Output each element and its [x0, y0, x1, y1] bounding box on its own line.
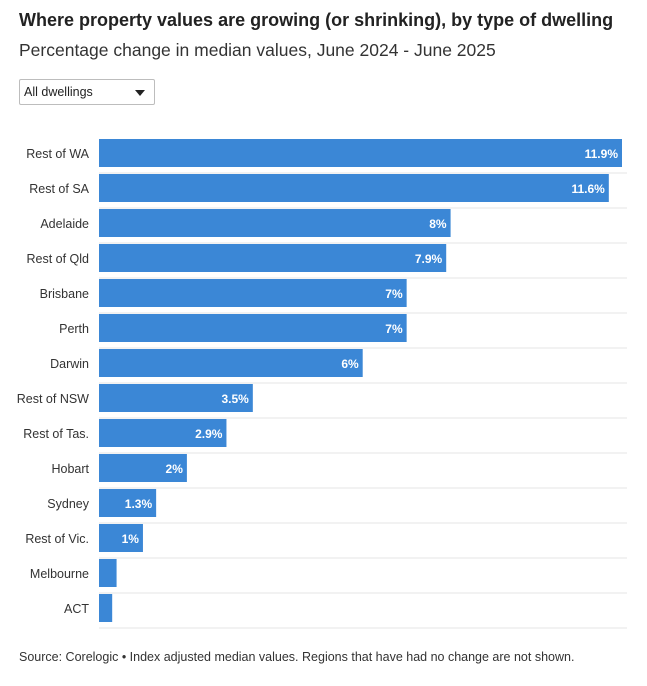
bar-rest-of-qld[interactable]	[99, 244, 447, 272]
data-label: 11.6%	[571, 182, 605, 196]
bar-sydney[interactable]	[99, 489, 157, 517]
bar-rest-of-sa[interactable]	[99, 174, 609, 202]
data-label: 8%	[429, 217, 447, 231]
category-label: Perth	[59, 322, 89, 336]
bar-melbourne[interactable]	[99, 559, 117, 587]
bar-rest-of-nsw[interactable]	[99, 384, 253, 412]
data-label: 6%	[341, 357, 359, 371]
data-label: 1%	[122, 532, 140, 546]
category-label: Hobart	[51, 462, 89, 476]
data-label: 7.9%	[415, 252, 443, 266]
category-label: ACT	[64, 602, 89, 616]
data-label: 7%	[385, 322, 403, 336]
bar-perth[interactable]	[99, 314, 407, 342]
category-label: Sydney	[47, 497, 89, 511]
bar-rest-of-wa[interactable]	[99, 139, 622, 167]
data-label: 11.9%	[585, 147, 619, 161]
bar-adelaide[interactable]	[99, 209, 451, 237]
chart-subtitle: Percentage change in median values, June…	[19, 40, 496, 60]
chevron-down-icon	[135, 90, 145, 96]
data-label: 1.3%	[125, 497, 153, 511]
data-label: 7%	[385, 287, 403, 301]
bar-rest-of-vic[interactable]	[99, 524, 143, 552]
bar-chart: Rest of WA 11.9% Rest of SA 11.6% Adelaide 8%…	[17, 139, 627, 629]
category-label: Rest of NSW	[17, 392, 89, 406]
dwelling-type-selected: All dwellings	[24, 85, 93, 99]
category-label: Brisbane	[40, 287, 89, 301]
dwelling-type-select[interactable]: All dwellings	[19, 79, 155, 105]
chart-title: Where property values are growing (or sh…	[19, 10, 614, 30]
source-note: Source: Corelogic • Index adjusted media…	[19, 650, 575, 664]
bar-darwin[interactable]	[99, 349, 363, 377]
category-label: Rest of Vic.	[25, 532, 89, 546]
data-label: 3.5%	[221, 392, 249, 406]
bar-brisbane[interactable]	[99, 279, 407, 307]
bar-act[interactable]	[99, 594, 113, 622]
category-label: Rest of SA	[29, 182, 89, 196]
category-label: Rest of WA	[26, 147, 89, 161]
category-label: Rest of Qld	[26, 252, 89, 266]
category-label: Darwin	[50, 357, 89, 371]
category-label: Adelaide	[40, 217, 89, 231]
data-label: 2.9%	[195, 427, 223, 441]
category-label: Melbourne	[30, 567, 89, 581]
data-label: 2%	[166, 462, 184, 476]
bar-hobart[interactable]	[99, 454, 187, 482]
category-label: Rest of Tas.	[23, 427, 89, 441]
bar-rest-of-tas[interactable]	[99, 419, 227, 447]
